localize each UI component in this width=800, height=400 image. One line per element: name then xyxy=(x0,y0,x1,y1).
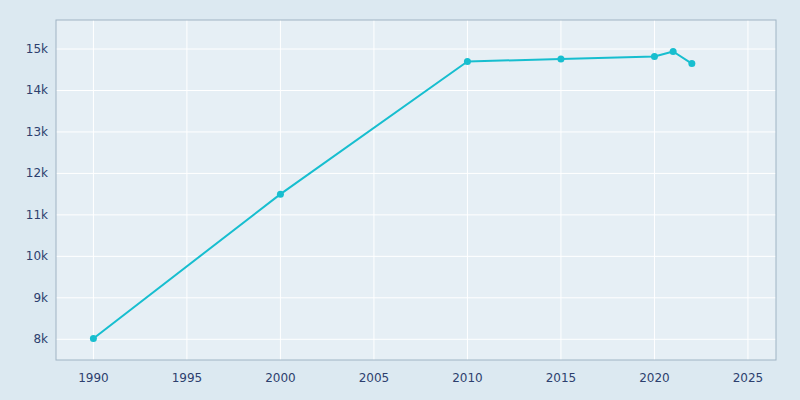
x-tick-label: 2005 xyxy=(359,371,390,385)
y-tick-label: 8k xyxy=(33,332,48,346)
grid-line-y xyxy=(56,297,776,298)
marker xyxy=(464,58,471,65)
grid xyxy=(56,20,776,360)
page: {"chart_data": {"type": "line", "x": [19… xyxy=(0,0,800,400)
marker xyxy=(90,335,97,342)
x-tick-label: 2015 xyxy=(546,371,577,385)
marker xyxy=(688,60,695,67)
series xyxy=(90,48,695,342)
grid-line-y xyxy=(56,214,776,215)
grid-line-x xyxy=(467,20,468,360)
chart: 1990 1995 2000 2005 2010 2015 2020 2025 8k 9k 10k 1… xyxy=(0,0,800,400)
y-tick-label: 9k xyxy=(33,291,48,305)
y-tick-label: 12k xyxy=(26,166,48,180)
x-tick-label: 2020 xyxy=(639,371,670,385)
grid-line-y xyxy=(56,173,776,174)
marker xyxy=(651,53,658,60)
grid-line-y xyxy=(56,256,776,257)
y-tick-label: 11k xyxy=(26,208,48,222)
y-tick-label: 13k xyxy=(26,125,48,139)
x-tick-label: 2000 xyxy=(265,371,296,385)
marker xyxy=(557,55,564,62)
marker xyxy=(670,48,677,55)
axes: 1990 1995 2000 2005 2010 2015 2020 2025 8k 9k 10k 1… xyxy=(26,20,776,385)
x-tick-label: 2025 xyxy=(733,371,764,385)
grid-line-x xyxy=(186,20,187,360)
x-tick-label: 1990 xyxy=(78,371,109,385)
background xyxy=(0,0,800,400)
y-tick-label: 15k xyxy=(26,42,48,56)
marker xyxy=(277,191,284,198)
grid-line-y xyxy=(56,339,776,340)
y-tick-label: 14k xyxy=(26,83,48,97)
grid-line-x xyxy=(280,20,281,360)
grid-line-x xyxy=(747,20,748,360)
x-tick-label: 2010 xyxy=(452,371,483,385)
y-tick-label: 10k xyxy=(26,249,48,263)
plot-frame xyxy=(56,20,776,360)
grid-line-y xyxy=(56,131,776,132)
grid-line-y xyxy=(56,90,776,91)
grid-line-x xyxy=(654,20,655,360)
chart-container: 1990 1995 2000 2005 2010 2015 2020 2025 8k 9k 10k 1… xyxy=(0,0,800,400)
x-tick-label: 1995 xyxy=(172,371,203,385)
plot-area xyxy=(56,20,776,360)
grid-line-x xyxy=(373,20,374,360)
grid-line-x xyxy=(560,20,561,360)
grid-line-x xyxy=(93,20,94,360)
line xyxy=(93,52,691,339)
grid-line-y xyxy=(56,49,776,50)
